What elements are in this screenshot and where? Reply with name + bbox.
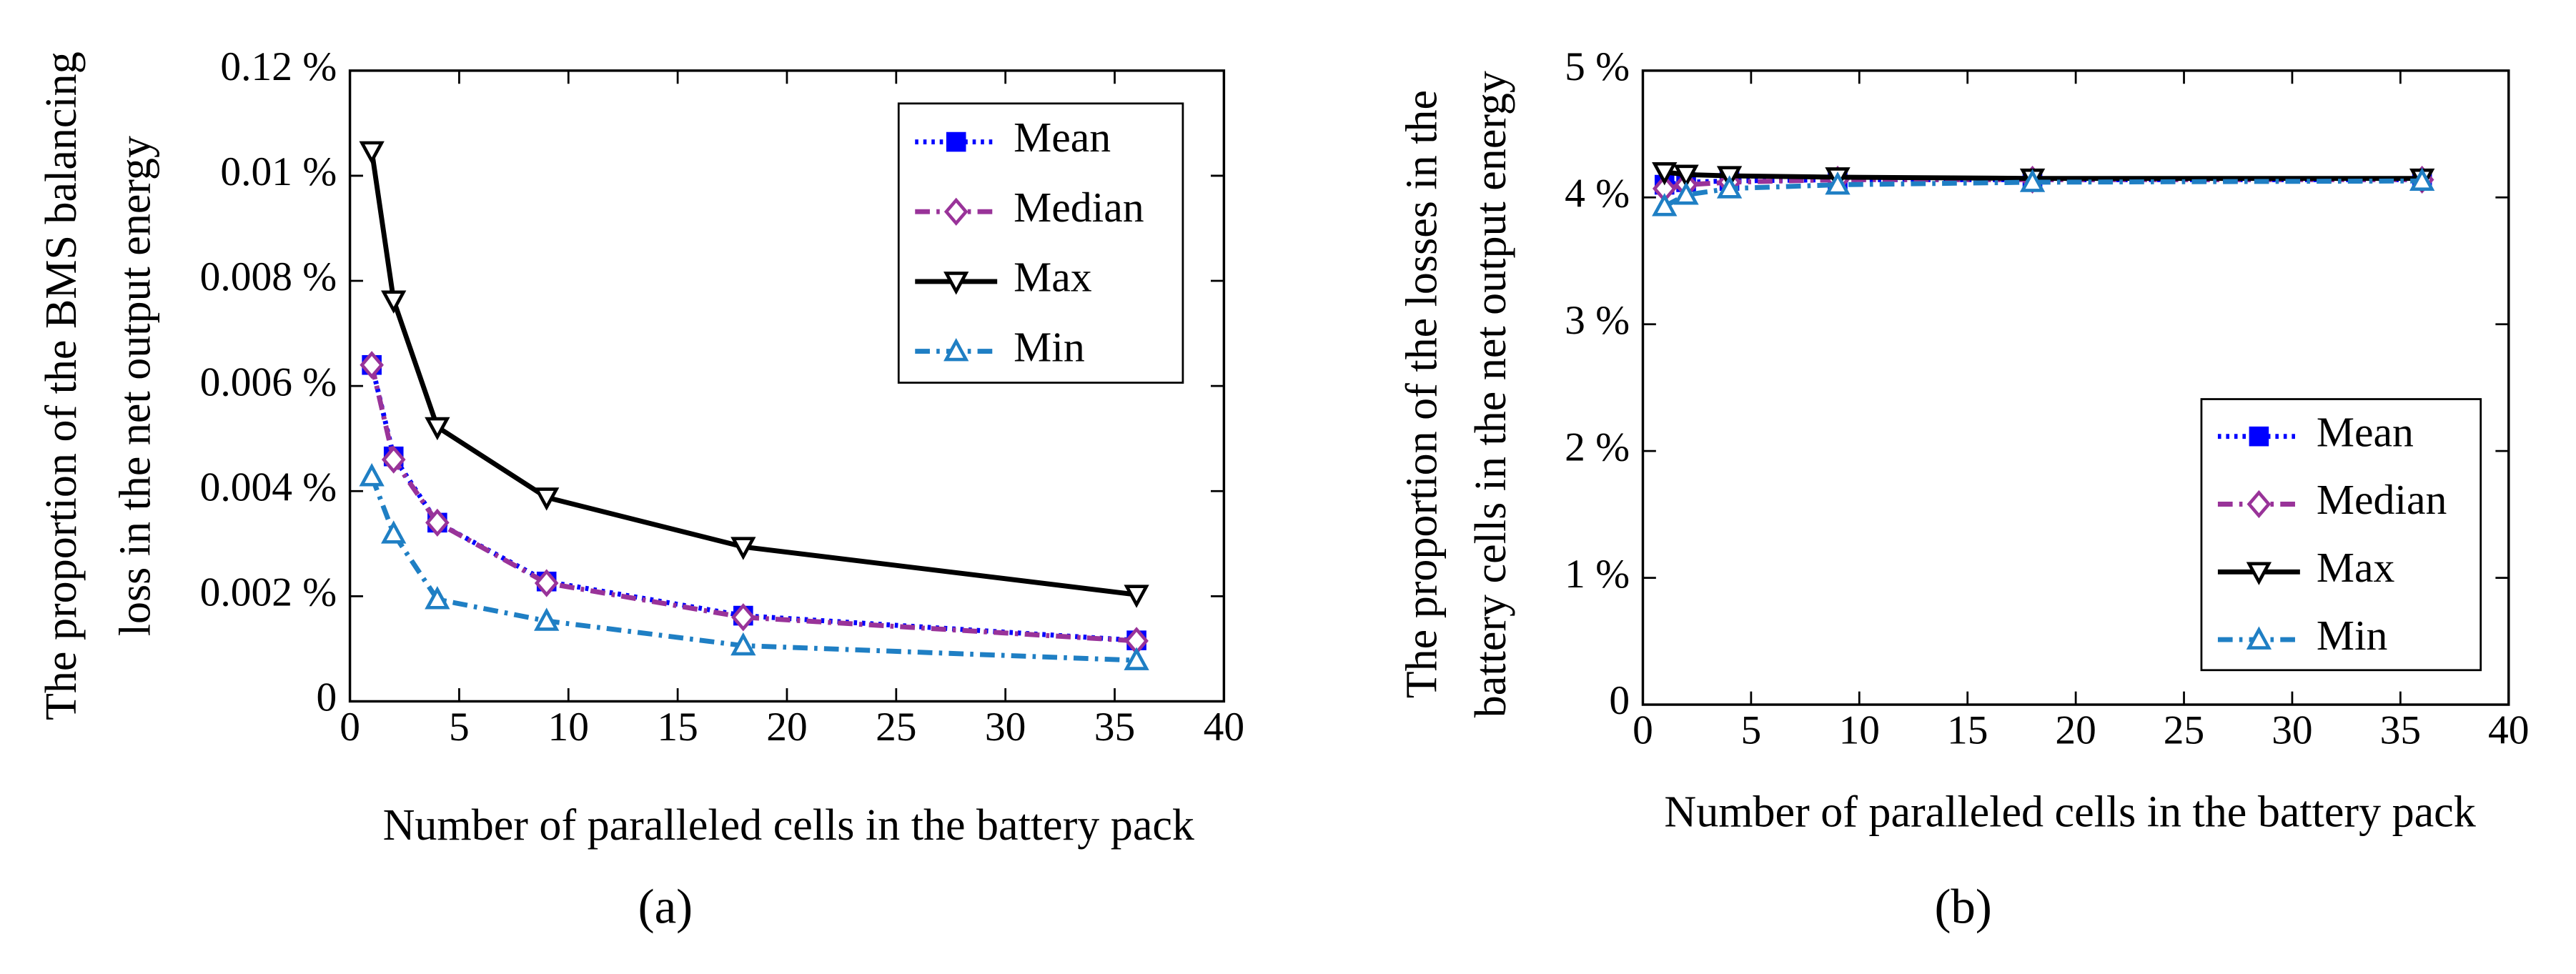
legend-marker [943,337,969,362]
marker [1652,162,1678,186]
y-axis-label: loss in the net output energy [112,136,160,636]
legend-marker [2246,626,2272,650]
legend [2200,398,2482,672]
marker [730,537,756,560]
legend-label: Min [1014,323,1085,370]
y-axis-label: battery cells in the net output energy [1467,71,1515,717]
legend-marker [943,197,969,226]
legend-label: Max [1014,254,1092,301]
x-tick-label: 0 [340,705,360,750]
x-axis-label: Number of paralleled cells in the batter… [383,801,1195,850]
marker [730,632,756,656]
y-tick-label: 5 % [1565,44,1630,89]
x-axis-label: Number of paralleled cells in the batter… [1664,788,2476,837]
series-line [369,475,1137,663]
y-tick-label: 0 [1609,678,1630,723]
y-tick-label: 0 [316,675,337,720]
legend-label: Median [2317,476,2447,523]
y-tick-label: 0.12 % [220,44,337,89]
marker [381,290,407,314]
marker [1673,164,1699,188]
x-tick-label: 25 [2164,708,2204,753]
marker [534,607,560,631]
marker [425,586,450,610]
marker [2019,169,2046,192]
x-tick-label: 30 [2272,708,2312,753]
x-tick-label: 40 [2488,708,2529,753]
marker [359,463,385,487]
marker [1673,182,1699,205]
series-line [369,364,1137,644]
caption: (a) [638,879,693,933]
x-tick-label: 30 [985,705,1026,750]
y-tick-label: 0.002 % [200,570,337,615]
legend-marker [943,272,969,295]
series-line [369,150,1137,597]
marker [1652,193,1678,217]
marker [359,141,385,164]
y-tick-label: 1 % [1565,552,1630,597]
legend-label: Mean [1014,114,1111,161]
marker [534,569,559,597]
y-axis-label: The proportion of the BMS balancing [37,51,86,720]
legend-marker [946,131,966,152]
marker [1124,585,1149,608]
y-tick-label: 2 % [1565,424,1630,469]
y-tick-label: 0.01 % [220,149,337,194]
marker [425,417,450,441]
y-tick-label: 0.004 % [200,464,337,510]
marker [731,603,756,632]
legend-marker [2246,562,2272,585]
x-tick-label: 5 [449,705,470,750]
caption: (b) [1934,879,1991,933]
x-tick-label: 40 [1204,705,1244,750]
x-tick-label: 5 [1741,708,1762,753]
legend-label: Max [2317,544,2395,591]
x-tick-label: 10 [1839,708,1880,753]
x-tick-label: 0 [1633,708,1653,753]
y-axis-label: The proportion of the losses in the [1397,90,1446,698]
y-tick-label: 4 % [1565,171,1630,216]
y-tick-label: 0.006 % [200,359,337,404]
y-tick-label: 3 % [1565,298,1630,343]
marker [1124,647,1149,670]
marker [381,520,407,544]
marker [425,508,450,537]
marker [360,351,384,379]
marker [2409,167,2435,192]
x-tick-label: 10 [548,705,589,750]
legend [897,102,1184,384]
x-tick-label: 35 [1094,705,1135,750]
legend-label: Mean [2317,408,2414,455]
marker [1716,175,1743,199]
legend-label: Median [1014,184,1144,231]
x-tick-label: 25 [876,705,916,750]
x-tick-label: 20 [766,705,807,750]
legend-marker [2249,426,2269,447]
x-tick-label: 20 [2055,708,2096,753]
marker [381,445,406,474]
y-tick-label: 0.008 % [200,254,337,299]
x-tick-label: 15 [1947,708,1988,753]
marker [534,487,560,511]
x-tick-label: 35 [2380,708,2421,753]
legend-label: Min [2317,612,2388,659]
x-tick-label: 15 [657,705,698,750]
legend-marker [2246,490,2272,519]
marker [1825,171,1851,195]
